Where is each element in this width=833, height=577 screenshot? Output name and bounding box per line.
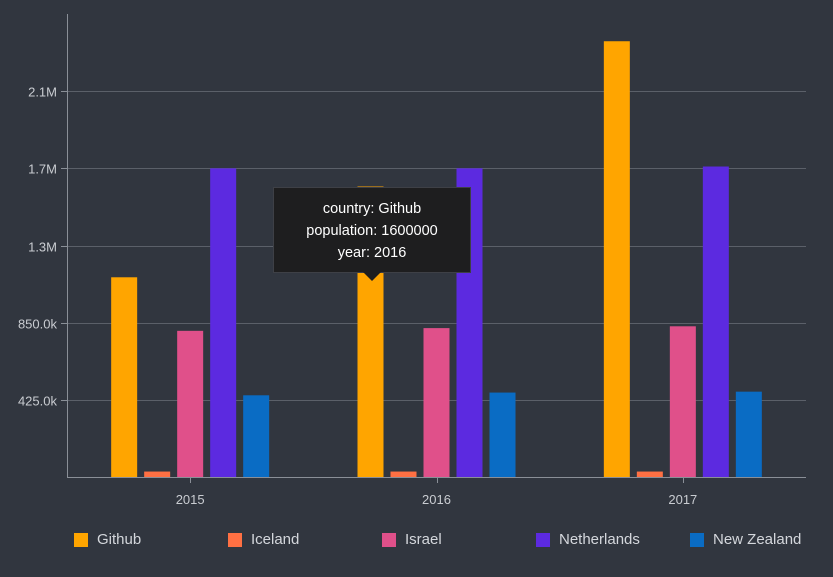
tooltip-country: country: Github [322,201,422,217]
legend-item[interactable]: New Zealand [690,531,801,548]
bar [702,166,729,478]
bar [669,326,696,477]
legend-swatch [74,532,88,547]
bar [390,471,417,477]
legend-label: Github [97,531,142,548]
bar [636,471,663,477]
legend-label: Iceland [251,531,300,548]
x-tick-label: 2016 [422,492,451,507]
y-tick-label: 425.0k [18,394,58,409]
legend-label: New Zealand [713,531,802,548]
x-tick-label: 2017 [668,492,697,507]
legend-item[interactable]: Iceland [228,531,299,548]
legend-swatch [382,532,396,547]
tooltip-population: population: 1600000 [306,223,438,239]
legend-item[interactable]: Github [74,531,141,548]
legend-swatch [228,532,242,547]
bar [735,391,762,477]
y-tick-label: 850.0k [18,317,58,332]
chart-legend: Github Iceland Israel Netherlands New Zealan… [0,526,833,556]
bar [423,328,450,477]
x-tick-label: 2015 [176,492,205,507]
bar [177,330,204,477]
tooltip-arrow [363,272,381,281]
legend-label: Netherlands [559,531,640,548]
legend-swatch [690,532,704,547]
bar [243,395,270,477]
chart-tooltip: country: Github population: 1600000 year… [273,187,471,273]
bar [144,471,171,477]
bar [489,392,516,477]
y-tick-label: 1.7M [28,162,57,177]
tooltip-year: year: 2016 [337,245,407,261]
y-tick-label: 2.1M [28,85,57,100]
bar [111,277,138,477]
legend-item[interactable]: Israel [382,531,442,548]
legend-item[interactable]: Netherlands [536,531,640,548]
y-tick-label: 1.3M [28,240,57,255]
bar [603,41,630,478]
legend-label: Israel [405,531,442,548]
bar [210,168,237,478]
legend-swatch [536,532,550,547]
